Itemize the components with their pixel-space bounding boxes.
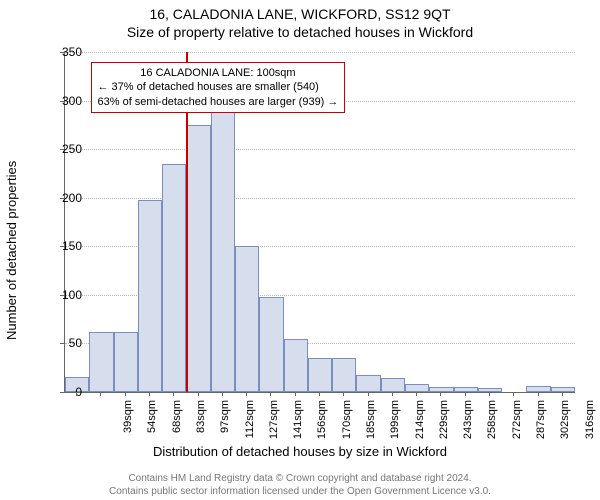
y-tick-mark — [60, 392, 64, 393]
histogram-bar — [381, 378, 405, 392]
x-tick-mark — [416, 392, 417, 396]
y-tick-mark — [60, 149, 64, 150]
histogram-bar — [284, 339, 308, 392]
x-tick-label: 170sqm — [341, 400, 353, 450]
annotation-line-3: 63% of semi-detached houses are larger (… — [98, 95, 339, 109]
x-tick-mark — [538, 392, 539, 396]
x-tick-label: 156sqm — [316, 400, 328, 450]
footer-line-2: Contains public sector information licen… — [109, 486, 491, 497]
x-tick-mark — [198, 392, 199, 396]
x-tick-mark — [295, 392, 296, 396]
plot-area: 16 CALADONIA LANE: 100sqm← 37% of detach… — [64, 52, 575, 393]
histogram-bar — [162, 164, 186, 392]
histogram-bar — [114, 332, 138, 392]
x-tick-mark — [513, 392, 514, 396]
title-line-2: Size of property relative to detached ho… — [0, 22, 600, 40]
x-tick-label: 214sqm — [414, 400, 426, 450]
gridline — [65, 52, 575, 53]
x-tick-mark — [125, 392, 126, 396]
histogram-bar — [89, 332, 113, 392]
x-tick-label: 258sqm — [486, 400, 498, 450]
histogram-bar — [211, 103, 235, 392]
gridline — [65, 149, 575, 150]
x-axis-label: Distribution of detached houses by size … — [0, 444, 600, 459]
x-tick-label: 199sqm — [389, 400, 401, 450]
y-tick-mark — [60, 246, 64, 247]
x-tick-label: 39sqm — [122, 400, 134, 450]
x-tick-label: 97sqm — [219, 400, 231, 450]
x-tick-mark — [489, 392, 490, 396]
x-tick-mark — [368, 392, 369, 396]
histogram-bar — [526, 386, 550, 392]
x-tick-label: 68sqm — [171, 400, 183, 450]
x-tick-mark — [149, 392, 150, 396]
chart-container: 16, CALADONIA LANE, WICKFORD, SS12 9QT S… — [0, 0, 600, 500]
x-tick-mark — [440, 392, 441, 396]
annotation-box: 16 CALADONIA LANE: 100sqm← 37% of detach… — [91, 62, 346, 113]
x-tick-label: 54sqm — [146, 400, 158, 450]
x-tick-mark — [343, 392, 344, 396]
histogram-bar — [454, 387, 478, 392]
x-tick-mark — [76, 392, 77, 396]
annotation-line-2: ← 37% of detached houses are smaller (54… — [98, 80, 339, 94]
histogram-bar — [356, 375, 380, 392]
x-tick-label: 229sqm — [438, 400, 450, 450]
histogram-bar — [332, 358, 356, 392]
histogram-bar — [186, 125, 210, 392]
x-tick-label: 141sqm — [292, 400, 304, 450]
title-line-1: 16, CALADONIA LANE, WICKFORD, SS12 9QT — [0, 0, 600, 22]
x-tick-mark — [270, 392, 271, 396]
y-tick-mark — [60, 52, 64, 53]
x-tick-mark — [319, 392, 320, 396]
y-tick-mark — [60, 343, 64, 344]
histogram-bar — [429, 387, 453, 392]
histogram-bar — [308, 358, 332, 392]
footer-line-1: Contains HM Land Registry data © Crown c… — [128, 473, 471, 484]
x-tick-label: 243sqm — [462, 400, 474, 450]
footer-text: Contains HM Land Registry data © Crown c… — [0, 473, 600, 498]
x-tick-mark — [562, 392, 563, 396]
x-tick-label: 185sqm — [365, 400, 377, 450]
x-tick-label: 302sqm — [559, 400, 571, 450]
x-tick-mark — [173, 392, 174, 396]
annotation-line-1: 16 CALADONIA LANE: 100sqm — [98, 66, 339, 80]
x-tick-label: 316sqm — [584, 400, 596, 450]
histogram-bar — [405, 384, 429, 392]
y-tick-mark — [60, 101, 64, 102]
histogram-bar — [138, 200, 162, 392]
histogram-bar — [235, 246, 259, 392]
x-tick-mark — [392, 392, 393, 396]
gridline — [65, 198, 575, 199]
x-tick-label: 83sqm — [195, 400, 207, 450]
y-tick-mark — [60, 198, 64, 199]
x-tick-mark — [246, 392, 247, 396]
x-tick-label: 112sqm — [244, 400, 256, 450]
histogram-bar — [551, 387, 575, 392]
x-tick-label: 272sqm — [511, 400, 523, 450]
y-axis-label: Number of detached properties — [4, 41, 19, 220]
x-tick-mark — [465, 392, 466, 396]
x-tick-label: 287sqm — [535, 400, 547, 450]
histogram-bar — [259, 297, 283, 392]
x-tick-label: 127sqm — [268, 400, 280, 450]
y-tick-mark — [60, 295, 64, 296]
x-tick-mark — [222, 392, 223, 396]
x-tick-mark — [100, 392, 101, 396]
